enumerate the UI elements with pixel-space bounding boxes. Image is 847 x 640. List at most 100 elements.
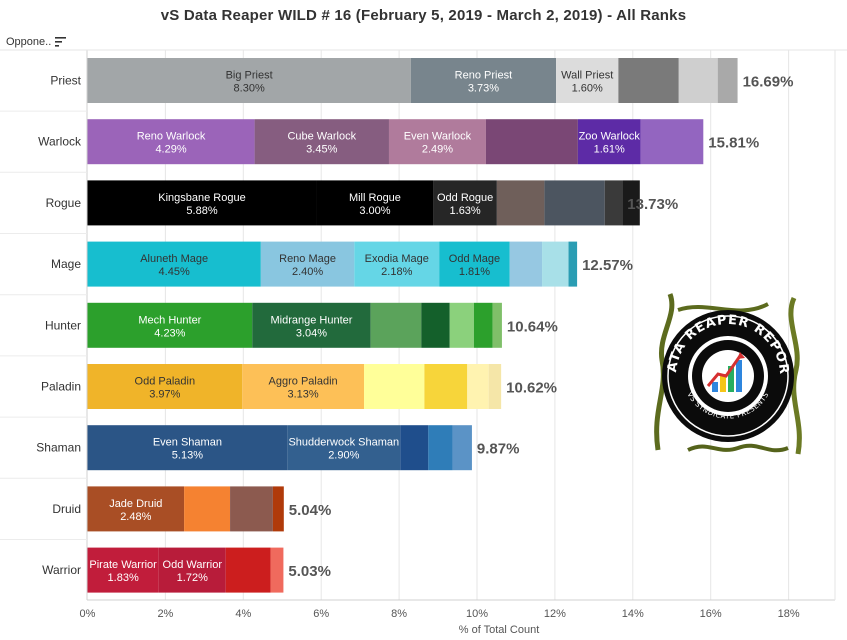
bar-segment[interactable] bbox=[485, 119, 578, 165]
bar-segment-odd-warrior[interactable] bbox=[158, 547, 226, 593]
bar-segment-reno-priest[interactable] bbox=[410, 58, 557, 103]
segment-label: Kingsbane Rogue bbox=[158, 192, 245, 204]
segment-value: 2.90% bbox=[328, 450, 359, 462]
bar-segment-zoo-warlock[interactable] bbox=[577, 119, 641, 165]
segment-label: Odd Paladin bbox=[135, 376, 196, 388]
bar-segment-aggro-paladin[interactable] bbox=[242, 364, 365, 409]
bar-segment[interactable] bbox=[568, 241, 578, 287]
bar-segment-reno-mage[interactable] bbox=[260, 241, 355, 287]
bar-segment[interactable] bbox=[640, 119, 704, 165]
bar-segment[interactable] bbox=[184, 486, 231, 532]
bar-segment[interactable] bbox=[509, 241, 543, 287]
bar-segment[interactable] bbox=[364, 364, 425, 409]
bar-segment-even-warlock[interactable] bbox=[388, 119, 486, 165]
total-label: 16.69% bbox=[743, 74, 794, 91]
segment-value: 4.23% bbox=[154, 327, 185, 339]
segment-label: Pirate Warrior bbox=[89, 559, 157, 571]
bar-segment[interactable] bbox=[230, 486, 273, 532]
bar-segment[interactable] bbox=[492, 302, 502, 348]
bar-segment[interactable] bbox=[542, 241, 569, 287]
bar-segment-reno-warlock[interactable] bbox=[87, 119, 255, 165]
bar-segment-shudderwock-shaman[interactable] bbox=[287, 425, 401, 471]
bar-segment-aluneth-mage[interactable] bbox=[87, 241, 261, 287]
total-label: 9.87% bbox=[477, 441, 520, 458]
x-tick-label: 4% bbox=[235, 608, 251, 620]
bar-segment[interactable] bbox=[488, 364, 502, 409]
total-label: 12.57% bbox=[582, 257, 633, 274]
total-label: 15.81% bbox=[708, 135, 759, 152]
sort-icon[interactable] bbox=[55, 37, 67, 47]
segment-value: 5.88% bbox=[186, 205, 217, 217]
bar-segment-midrange-hunter[interactable] bbox=[252, 302, 371, 348]
opponent-column-label: Oppone.. bbox=[6, 36, 52, 48]
x-tick-label: 12% bbox=[544, 608, 566, 620]
category-label-hunter[interactable]: Hunter bbox=[45, 318, 81, 332]
segment-value: 4.29% bbox=[155, 144, 186, 156]
category-label-priest[interactable]: Priest bbox=[50, 74, 81, 88]
bar-segment-wall-priest[interactable] bbox=[556, 58, 619, 103]
bar-segment[interactable] bbox=[400, 425, 429, 471]
bar-segment[interactable] bbox=[622, 180, 640, 226]
segment-value: 3.13% bbox=[287, 389, 318, 401]
segment-label: Odd Rogue bbox=[437, 192, 493, 204]
bar-segment-kingsbane-rogue[interactable] bbox=[87, 180, 317, 226]
bar-segment[interactable] bbox=[717, 58, 738, 103]
bar-segment[interactable] bbox=[370, 302, 422, 348]
bar-segment[interactable] bbox=[473, 302, 493, 348]
bar-segment-cube-warlock[interactable] bbox=[254, 119, 389, 165]
bar-segment[interactable] bbox=[452, 425, 472, 471]
opponent-column-header[interactable]: Oppone.. bbox=[6, 36, 67, 48]
bar-segment-mill-rogue[interactable] bbox=[316, 180, 434, 226]
segment-value: 4.45% bbox=[159, 266, 190, 278]
bar-segment-odd-mage[interactable] bbox=[439, 241, 510, 287]
total-label: 10.62% bbox=[506, 380, 557, 397]
category-label-warlock[interactable]: Warlock bbox=[38, 135, 82, 149]
segment-label: Reno Priest bbox=[455, 70, 512, 82]
category-label-rogue[interactable]: Rogue bbox=[46, 196, 82, 210]
bar-segment-odd-rogue[interactable] bbox=[433, 180, 497, 226]
bar-segment[interactable] bbox=[618, 58, 679, 103]
segment-label: Reno Mage bbox=[279, 253, 336, 265]
bar-segment[interactable] bbox=[270, 547, 284, 593]
segment-value: 3.00% bbox=[359, 205, 390, 217]
bar-segment[interactable] bbox=[421, 302, 450, 348]
x-tick-label: 0% bbox=[80, 608, 96, 620]
bar-segment[interactable] bbox=[428, 425, 453, 471]
bar-segment-mech-hunter[interactable] bbox=[87, 302, 253, 348]
segment-value: 1.72% bbox=[177, 572, 208, 584]
segment-value: 3.04% bbox=[296, 327, 327, 339]
segment-label: Cube Warlock bbox=[287, 131, 356, 143]
bar-segment[interactable] bbox=[496, 180, 545, 226]
bar-segment-jade-druid[interactable] bbox=[87, 486, 185, 532]
x-tick-label: 10% bbox=[466, 608, 488, 620]
category-label-warrior[interactable]: Warrior bbox=[42, 563, 81, 577]
x-tick-label: 6% bbox=[313, 608, 329, 620]
bar-segment-big-priest[interactable] bbox=[87, 58, 411, 103]
total-label: 13.73% bbox=[627, 196, 678, 213]
segment-label: Even Warlock bbox=[404, 131, 472, 143]
category-label-mage[interactable]: Mage bbox=[51, 257, 81, 271]
segment-value: 2.48% bbox=[120, 511, 151, 523]
bar-segment[interactable] bbox=[272, 486, 284, 532]
bar-segment-odd-paladin[interactable] bbox=[87, 364, 243, 409]
bar-segment[interactable] bbox=[604, 180, 623, 226]
bar-segment[interactable] bbox=[424, 364, 468, 409]
segment-value: 2.49% bbox=[422, 144, 453, 156]
total-label: 5.03% bbox=[288, 563, 331, 580]
x-tick-label: 16% bbox=[700, 608, 722, 620]
segment-value: 8.30% bbox=[234, 83, 265, 95]
category-label-druid[interactable]: Druid bbox=[52, 502, 81, 516]
bar-segment[interactable] bbox=[449, 302, 474, 348]
bar-segment[interactable] bbox=[467, 364, 489, 409]
category-label-shaman[interactable]: Shaman bbox=[36, 441, 81, 455]
category-label-paladin[interactable]: Paladin bbox=[41, 380, 81, 394]
bar-segment[interactable] bbox=[544, 180, 605, 226]
bar-segment-exodia-mage[interactable] bbox=[354, 241, 440, 287]
bar-segment[interactable] bbox=[678, 58, 718, 103]
bar-segment-even-shaman[interactable] bbox=[87, 425, 288, 471]
bar-segment[interactable] bbox=[225, 547, 271, 593]
segment-label: Wall Priest bbox=[561, 70, 613, 82]
segment-value: 5.13% bbox=[172, 450, 203, 462]
bar-segment-pirate-warrior[interactable] bbox=[87, 547, 159, 593]
segment-value: 1.83% bbox=[108, 572, 139, 584]
